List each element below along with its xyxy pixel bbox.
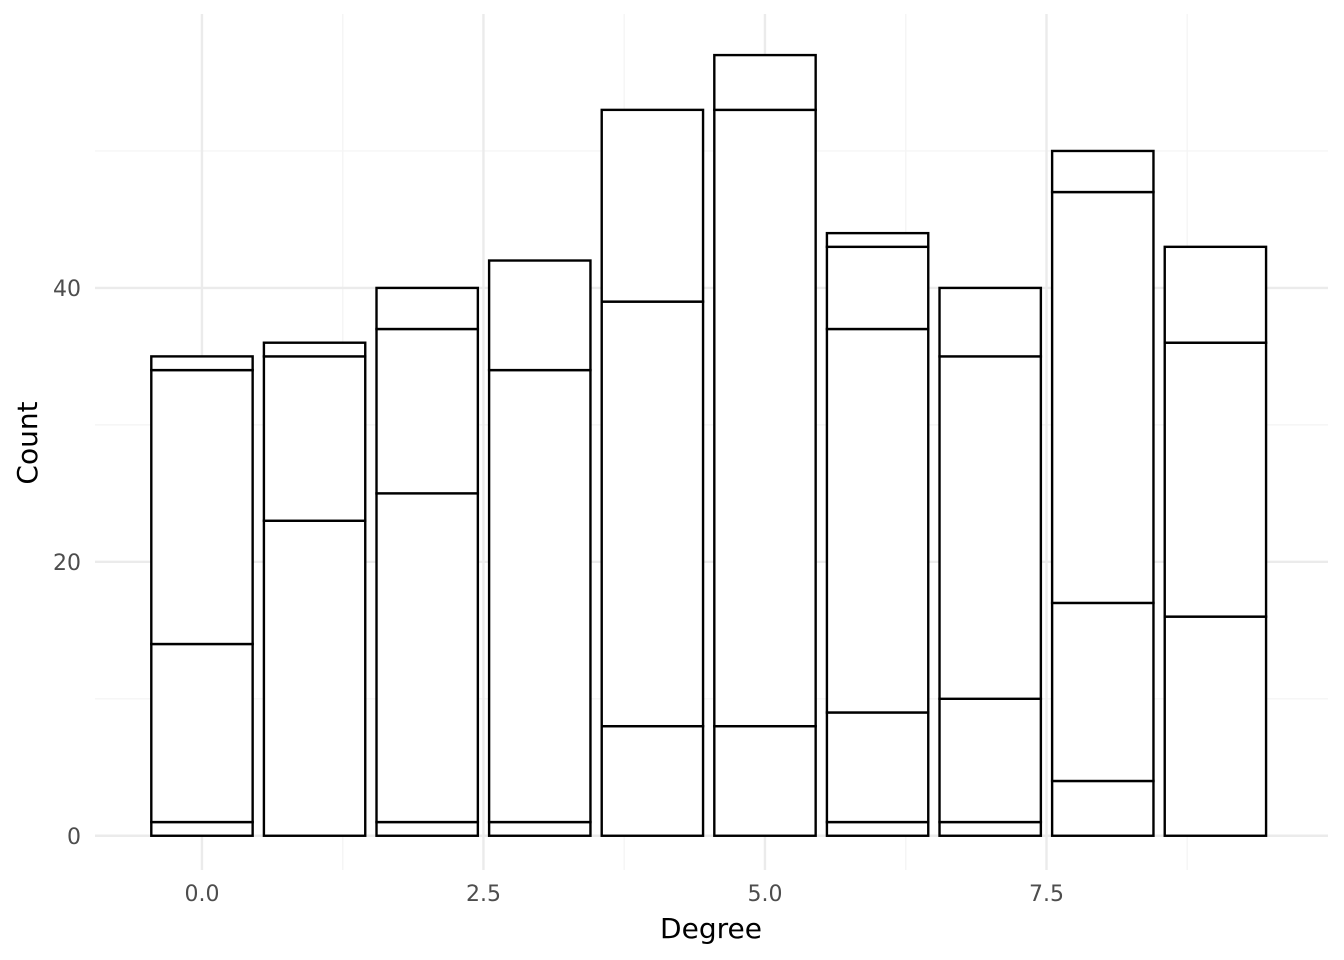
bar-segment-x0-s1	[150, 642, 254, 824]
tick-labels: 0.0 2.5 5.0 7.5 0 20 40	[53, 277, 1064, 907]
bar-segment-x3-s0	[487, 820, 592, 837]
bar-segment-x6-s0	[825, 820, 930, 837]
bar-segment-x8-s1	[1050, 601, 1155, 783]
bar-segment-x7-s1	[938, 697, 1043, 824]
bar-segment-x1-s2	[262, 355, 367, 522]
bar-segment-x7-s0	[938, 820, 1043, 837]
x-tick-label: 7.5	[1029, 882, 1064, 907]
bar-segment-x1-s1	[262, 519, 367, 837]
bar-segment-x2-s2	[375, 327, 480, 495]
bar-segment-x2-s1	[375, 492, 480, 824]
x-axis-title: Degree	[660, 912, 762, 945]
y-axis-title: Count	[11, 401, 44, 484]
bar-segment-x6-s2	[825, 327, 930, 714]
bar-segment-x6-s1	[825, 711, 930, 824]
y-tick-label: 20	[53, 551, 81, 576]
x-tick-label: 5.0	[747, 882, 782, 907]
bar-segment-x0-s3	[150, 355, 254, 372]
y-tick-label: 0	[67, 825, 81, 850]
bar-segment-x4-s0	[600, 724, 705, 837]
bar-segment-x5-s0	[713, 724, 817, 837]
x-tick-label: 0.0	[184, 882, 219, 907]
y-tick-label: 40	[53, 277, 81, 302]
x-tick-label: 2.5	[466, 882, 501, 907]
bar-segment-x3-s2	[487, 259, 592, 372]
bar-segment-x6-s4	[825, 231, 930, 249]
bar-segment-x2-s3	[375, 286, 480, 331]
bar-segment-x6-s3	[825, 245, 930, 331]
bar-segment-x8-s3	[1050, 149, 1155, 194]
bar-segment-x9-s1	[1163, 341, 1268, 618]
bar-segment-x8-s0	[1050, 779, 1155, 837]
bar-segment-x1-s3	[262, 341, 367, 358]
bar-segment-x2-s0	[375, 820, 480, 837]
bar-segment-x5-s1	[713, 108, 817, 728]
bar-segment-x8-s2	[1050, 190, 1155, 605]
bar-segment-x7-s3	[938, 286, 1043, 358]
bar-segment-x0-s0	[150, 820, 254, 837]
bar-segment-x4-s1	[600, 300, 705, 728]
bars	[150, 53, 1268, 837]
bar-segment-x5-s2	[713, 53, 817, 112]
bar-segment-x9-s0	[1163, 615, 1268, 837]
bar-segment-x9-s2	[1163, 245, 1268, 344]
bar-segment-x0-s2	[150, 368, 254, 646]
bar-segment-x4-s2	[600, 108, 705, 303]
bar-segment-x3-s1	[487, 368, 592, 824]
bar-segment-x7-s2	[938, 355, 1043, 700]
